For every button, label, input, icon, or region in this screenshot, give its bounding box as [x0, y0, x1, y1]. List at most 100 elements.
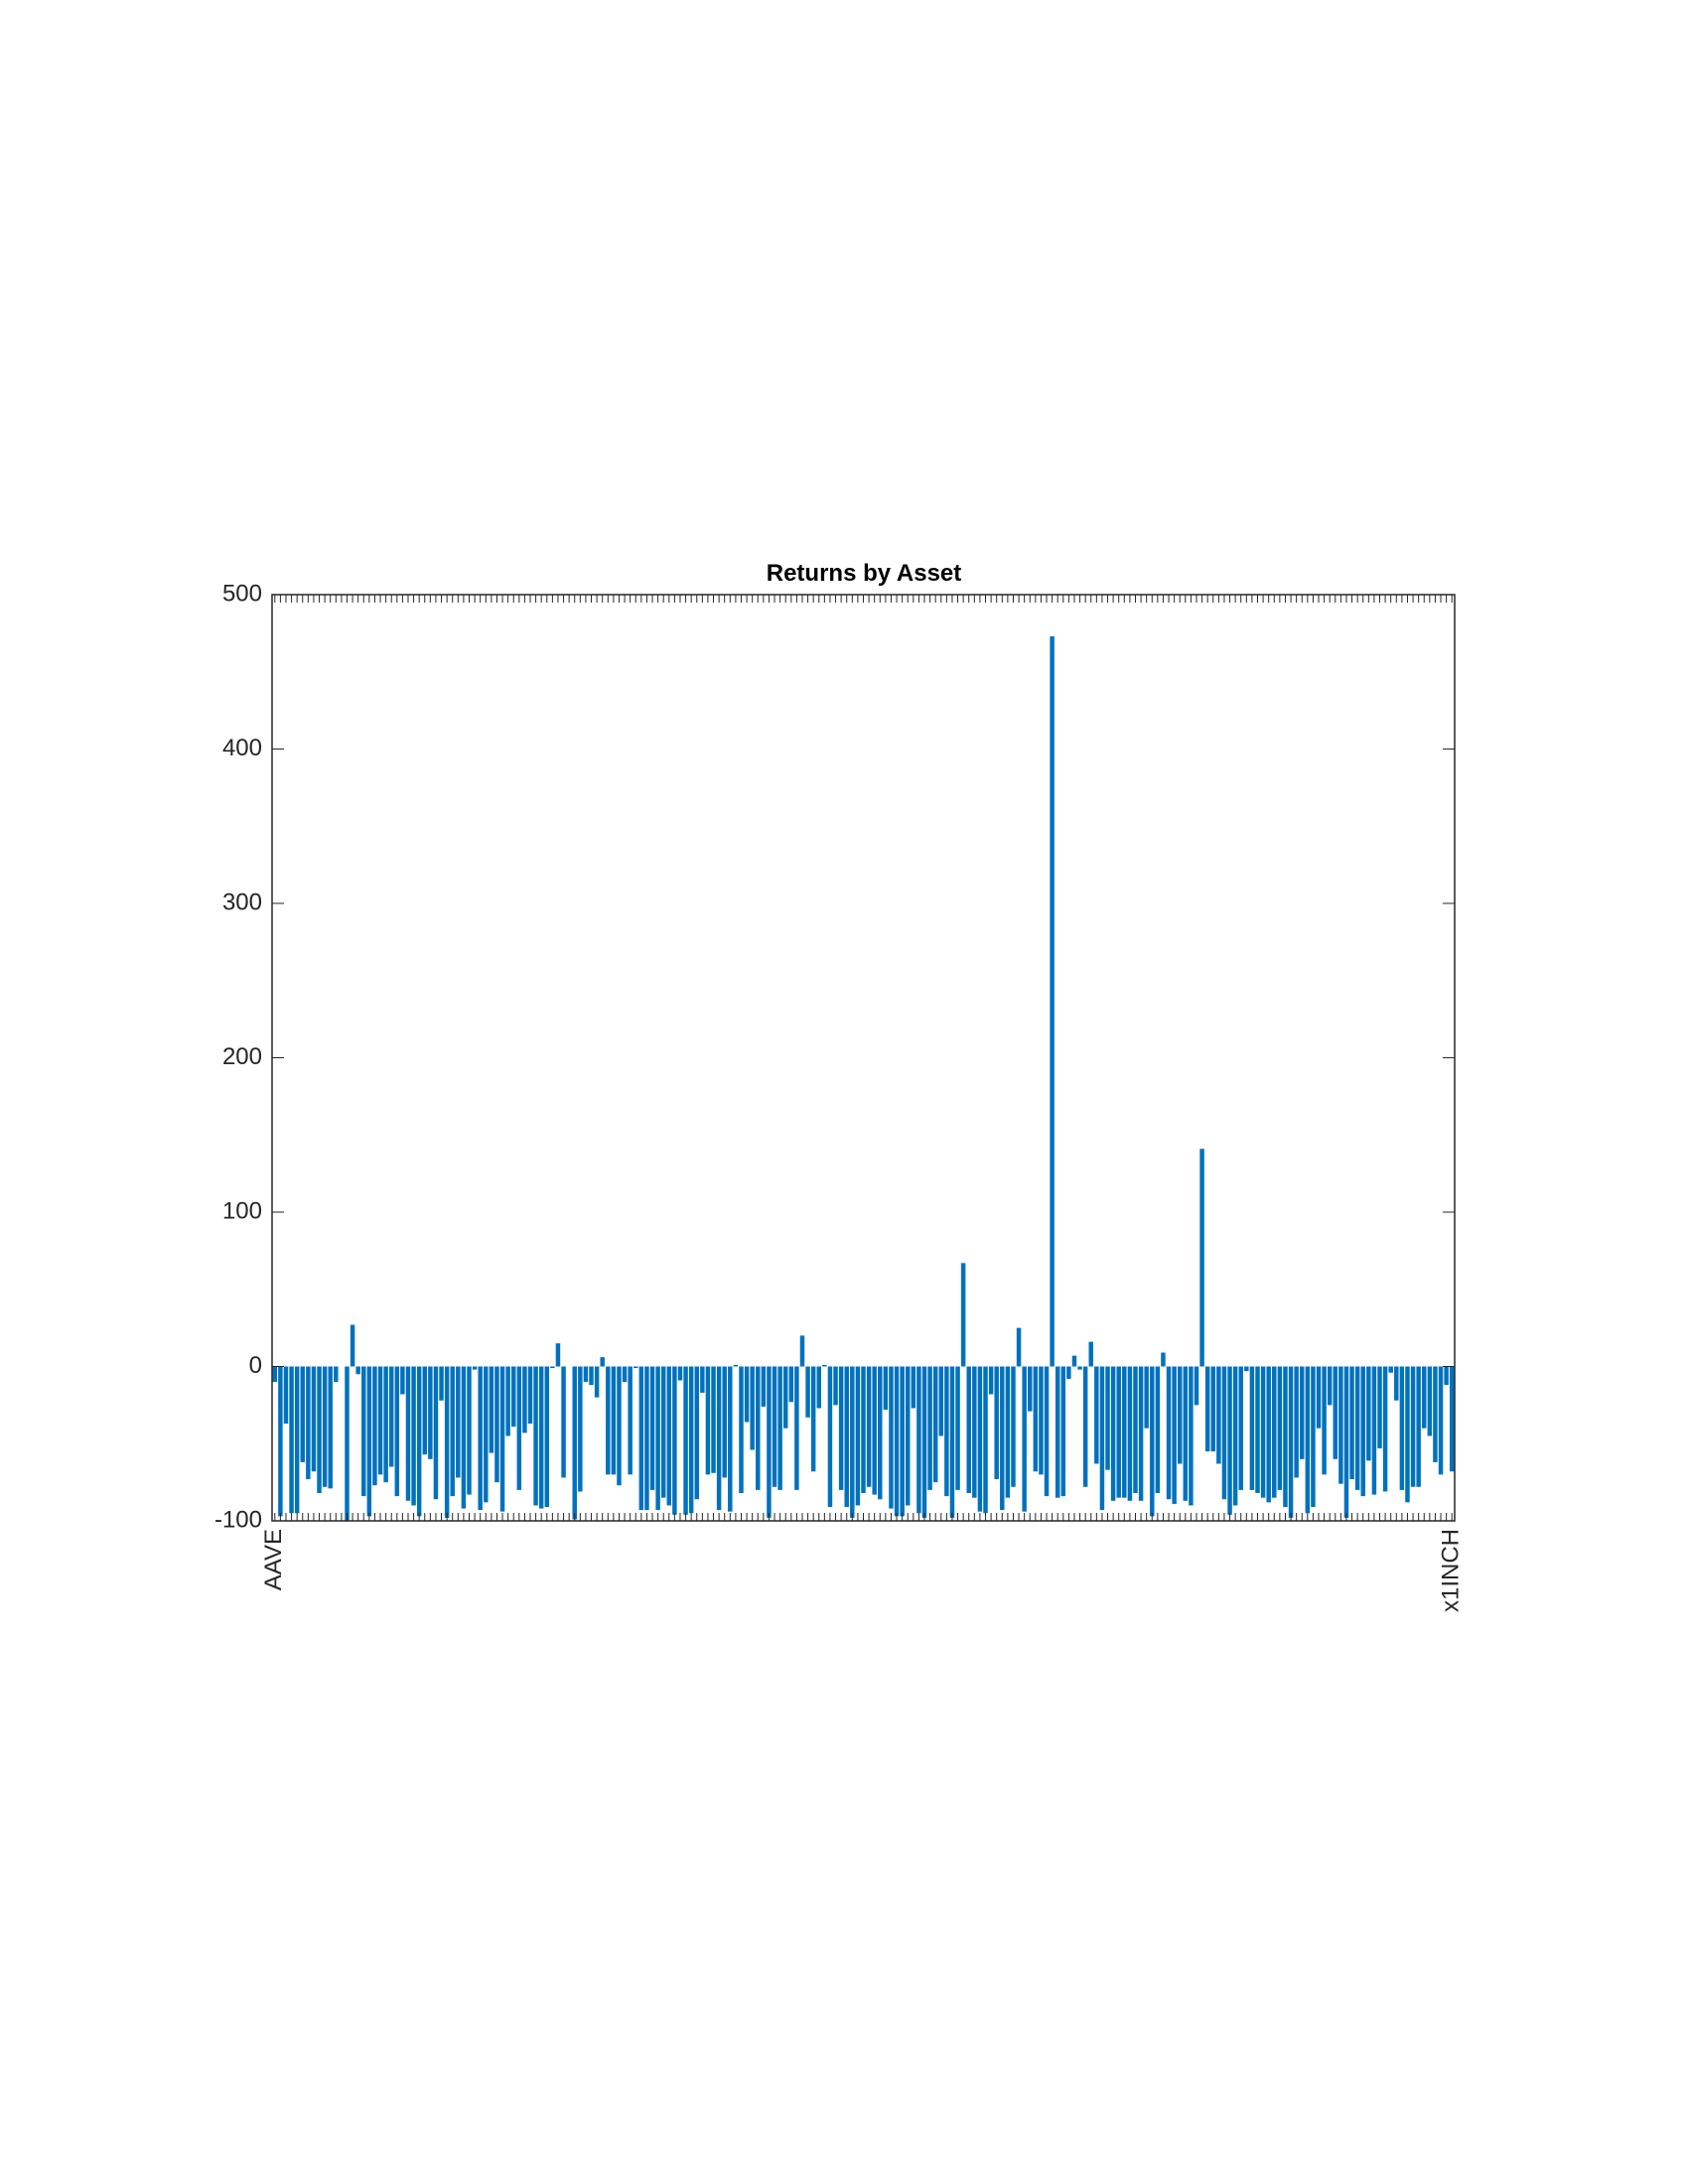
- bar: [1288, 1366, 1294, 1518]
- bar: [1333, 1366, 1338, 1459]
- bar: [1144, 1366, 1149, 1429]
- bar: [900, 1366, 905, 1517]
- bar: [555, 1343, 561, 1367]
- bar: [1238, 1366, 1243, 1490]
- bar: [683, 1366, 688, 1515]
- bar: [655, 1366, 660, 1511]
- bar: [272, 1366, 278, 1383]
- bar: [510, 1366, 516, 1428]
- bar: [1216, 1366, 1221, 1464]
- bar: [1354, 1366, 1360, 1490]
- bar: [644, 1366, 649, 1511]
- bar: [1028, 1366, 1033, 1412]
- bar: [1055, 1366, 1060, 1498]
- bar: [788, 1366, 794, 1403]
- bar: [489, 1366, 494, 1453]
- bar: [1305, 1366, 1311, 1514]
- bar: [799, 1335, 805, 1367]
- bar: [606, 1366, 611, 1475]
- bar: [861, 1366, 866, 1494]
- bar: [1427, 1366, 1433, 1436]
- bar: [938, 1366, 944, 1436]
- bar: [889, 1366, 894, 1509]
- bar: [516, 1366, 522, 1490]
- bar: [1360, 1366, 1365, 1497]
- bar: [638, 1366, 644, 1511]
- bar: [733, 1364, 739, 1367]
- bar: [1221, 1366, 1227, 1500]
- y-tick-label: 400: [222, 735, 262, 761]
- bar: [1105, 1366, 1110, 1470]
- bar: [1177, 1366, 1183, 1464]
- bar: [850, 1366, 855, 1518]
- bar: [1260, 1366, 1266, 1498]
- bar: [611, 1366, 617, 1475]
- bar: [855, 1366, 861, 1506]
- bar: [334, 1366, 339, 1383]
- bar: [988, 1366, 994, 1395]
- bar: [617, 1366, 622, 1486]
- bar: [433, 1366, 439, 1500]
- bar: [944, 1366, 949, 1497]
- bar: [972, 1366, 977, 1498]
- x-tick-label: AAVE: [260, 1529, 287, 1590]
- bar: [700, 1366, 705, 1393]
- bar: [994, 1366, 999, 1480]
- bar: [1444, 1366, 1449, 1386]
- bar: [1349, 1366, 1354, 1480]
- bar: [782, 1366, 788, 1429]
- bar: [322, 1366, 328, 1487]
- bar: [578, 1366, 583, 1492]
- y-tick-label: 0: [249, 1352, 262, 1379]
- bar: [810, 1366, 816, 1472]
- bar: [722, 1366, 727, 1478]
- y-tick-label: 100: [222, 1197, 262, 1224]
- y-tick-label: 300: [222, 888, 262, 915]
- bar: [1294, 1366, 1299, 1478]
- bar: [450, 1366, 455, 1497]
- y-tick-label: 500: [222, 580, 262, 607]
- bar: [622, 1366, 628, 1383]
- bar: [377, 1366, 383, 1475]
- bar: [589, 1366, 594, 1386]
- bar: [1110, 1366, 1116, 1501]
- bar: [1150, 1366, 1155, 1517]
- bar: [960, 1263, 966, 1367]
- bar: [544, 1366, 550, 1508]
- bar: [1232, 1366, 1238, 1506]
- bar: [1194, 1366, 1199, 1406]
- bar: [499, 1366, 505, 1512]
- bar: [1189, 1366, 1194, 1506]
- bar: [1382, 1366, 1388, 1492]
- bar: [311, 1366, 317, 1472]
- bar: [600, 1357, 605, 1367]
- bar: [927, 1366, 932, 1490]
- bar: [1410, 1366, 1416, 1487]
- bar: [461, 1366, 467, 1509]
- bar: [1433, 1366, 1438, 1462]
- bar: [1377, 1366, 1382, 1448]
- bar: [660, 1366, 666, 1498]
- bar: [672, 1366, 677, 1515]
- bar: [372, 1366, 377, 1486]
- bar: [383, 1366, 388, 1483]
- bar: [317, 1366, 322, 1494]
- bar: [1388, 1366, 1393, 1373]
- bar: [1277, 1366, 1283, 1490]
- bar: [761, 1366, 767, 1407]
- bar: [355, 1366, 360, 1375]
- bar: [1266, 1366, 1271, 1503]
- bar: [394, 1366, 400, 1497]
- bar: [1077, 1366, 1082, 1370]
- bar: [739, 1366, 744, 1494]
- bar: [905, 1366, 911, 1506]
- bar: [1133, 1366, 1138, 1494]
- bar: [844, 1366, 849, 1508]
- x-tick-label: x1INCH: [1438, 1529, 1465, 1612]
- bar: [444, 1366, 450, 1518]
- bar: [1022, 1366, 1027, 1512]
- bar: [1099, 1366, 1105, 1511]
- bar: [522, 1366, 527, 1433]
- y-tick-label: -100: [214, 1506, 262, 1533]
